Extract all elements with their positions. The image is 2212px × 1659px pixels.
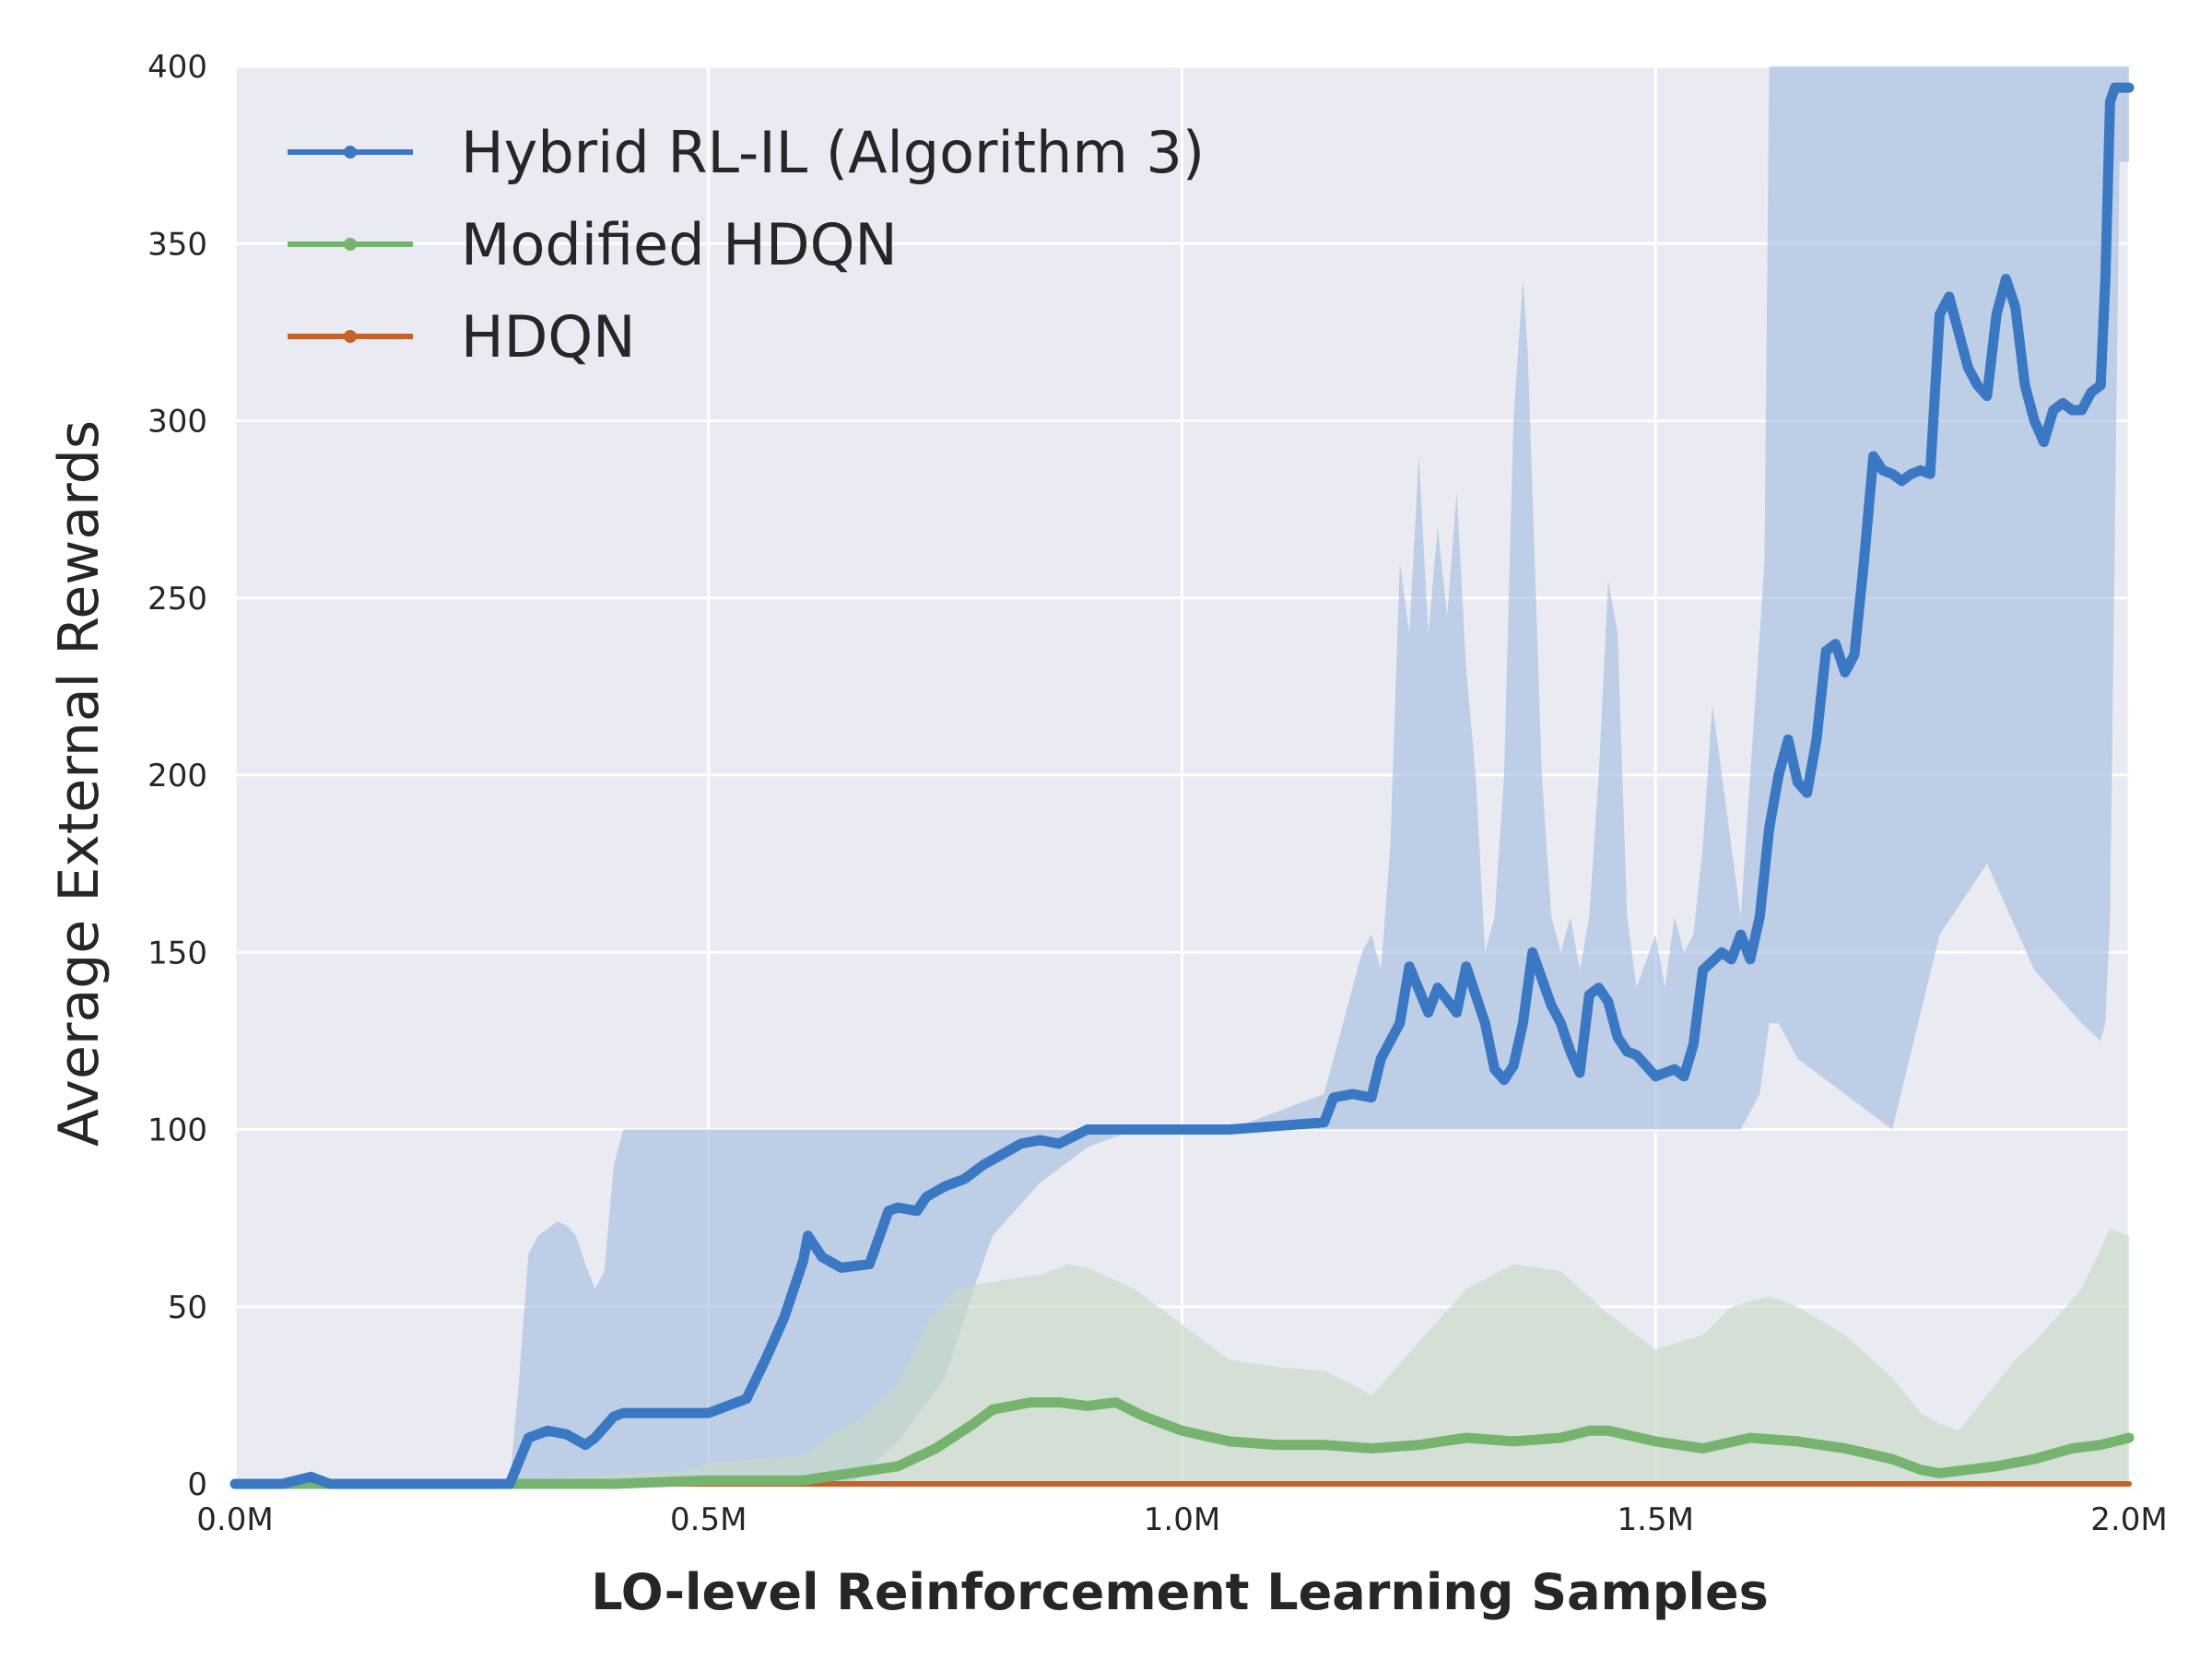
y-tick-label-3: 150 [147,935,207,971]
y-tick-label-7: 350 [147,226,207,263]
x-tick-label-1: 0.5M [670,1501,747,1538]
x-tick-label-0: 0.0M [196,1501,273,1538]
x-tick-label-2: 1.0M [1144,1501,1220,1538]
y-tick-label-2: 100 [147,1112,207,1149]
legend: Hybrid RL-IL (Algorithm 3) Modified HDQN H… [288,119,1205,371]
confidence-band-0 [235,66,2129,1484]
legend-label-1: Modified HDQN [461,211,898,278]
confidence-band-1 [235,1229,2129,1484]
legend-label-0: Hybrid RL-IL (Algorithm 3) [461,119,1205,186]
legend-marker-0 [344,146,357,159]
confidence-bands [235,66,2129,1484]
x-tick-label-4: 2.0M [2090,1501,2167,1538]
series-lines [229,82,2135,1489]
x-tick-labels: 0.0M 0.5M 1.0M 1.5M 2.0M [196,1501,2167,1538]
y-tick-label-8: 400 [147,49,207,86]
legend-marker-1 [344,238,357,251]
y-tick-label-1: 50 [168,1289,207,1326]
legend-label-2: HDQN [461,303,636,371]
y-axis-title: Average External Rewards [47,420,112,1147]
x-tick-label-3: 1.5M [1618,1501,1694,1538]
x-axis-title: LO-level Reinforcement Learning Samples [591,1563,1769,1621]
legend-marker-2 [344,330,357,343]
series-line-0 [229,82,2135,1489]
y-tick-label-6: 300 [147,404,207,441]
series-line-1 [229,1397,2135,1489]
y-tick-labels: 0 50 100 150 200 250 300 350 400 [147,49,207,1503]
y-tick-label-0: 0 [187,1466,207,1503]
y-tick-label-4: 200 [147,758,207,794]
y-tick-label-5: 250 [147,581,207,618]
